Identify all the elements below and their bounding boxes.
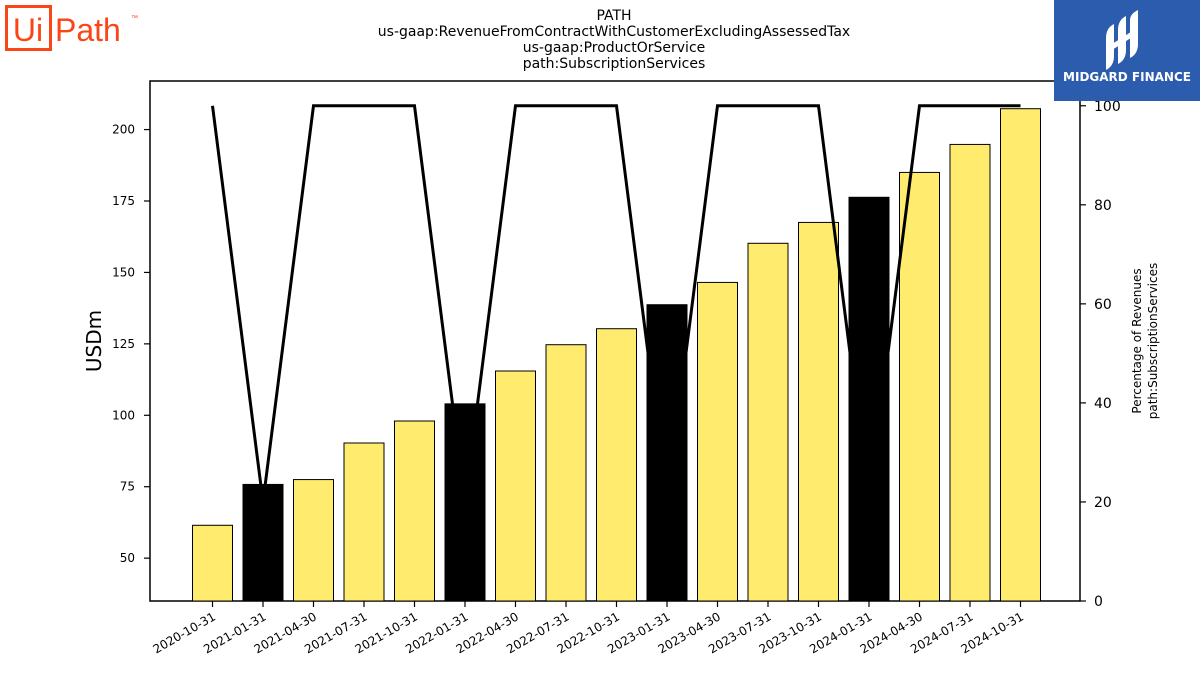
percentage-line <box>211 104 1021 503</box>
uipath-logo: Ui Path ™ <box>5 5 145 55</box>
x-axis: 2020-10-312021-01-312021-04-302021-07-31… <box>151 601 1026 656</box>
line-group <box>211 104 1021 503</box>
logo-tm: ™ <box>131 15 138 22</box>
y-axis-label: USDm <box>82 310 106 372</box>
bar <box>343 442 385 602</box>
bar <box>596 328 637 602</box>
title-line: PATH <box>596 8 631 24</box>
y2-tick-label: 60 <box>1094 297 1112 313</box>
y-tick-label: 200 <box>112 123 135 137</box>
bar <box>697 281 738 602</box>
y2-tick-label: 100 <box>1094 99 1121 115</box>
bar <box>444 403 486 602</box>
bar <box>646 304 688 602</box>
y2-tick-label: 20 <box>1094 495 1112 511</box>
y-axis-right: 0 20 40 60 80 100 <box>1080 99 1121 610</box>
bar <box>545 344 587 602</box>
title-line: us-gaap:RevenueFromContractWithCustomerE… <box>378 24 850 40</box>
midgard-emblem-icon <box>1106 10 1138 70</box>
title-line: path:SubscriptionServices <box>523 56 706 72</box>
y-axis-left: 50 75 100 125 150 175 200 <box>112 123 150 565</box>
bar <box>495 370 536 602</box>
bar <box>1000 108 1041 602</box>
y-tick-label: 125 <box>112 337 135 351</box>
y-tick-label: 75 <box>120 480 135 494</box>
y2-axis-label-line1: Percentage of Revenues <box>1130 268 1144 413</box>
bar <box>798 221 839 602</box>
bar <box>192 524 233 602</box>
bar <box>394 420 435 602</box>
y-tick-label: 100 <box>112 408 135 422</box>
bar <box>747 242 789 602</box>
midgard-logo-text: MIDGARD FINANCE <box>1063 70 1191 84</box>
bar <box>293 479 334 602</box>
chart-title: PATH us-gaap:RevenueFromContractWithCust… <box>378 8 850 72</box>
y2-tick-label: 40 <box>1094 396 1112 412</box>
logo-ui-text: Ui <box>13 12 43 48</box>
title-line: us-gaap:ProductOrService <box>523 40 706 56</box>
bar-group <box>192 108 1041 602</box>
y2-tick-label: 0 <box>1094 594 1103 610</box>
bar <box>949 143 991 602</box>
logo-path-text: Path <box>55 12 121 48</box>
y-tick-label: 175 <box>112 194 135 208</box>
y-tick-label: 50 <box>120 551 135 565</box>
bar <box>899 171 940 602</box>
y2-axis-label-line2: path:SubscriptionServices <box>1146 263 1160 420</box>
midgard-finance-logo: MIDGARD FINANCE <box>1054 0 1200 101</box>
y2-tick-label: 80 <box>1094 198 1112 214</box>
y-tick-label: 150 <box>112 265 135 279</box>
